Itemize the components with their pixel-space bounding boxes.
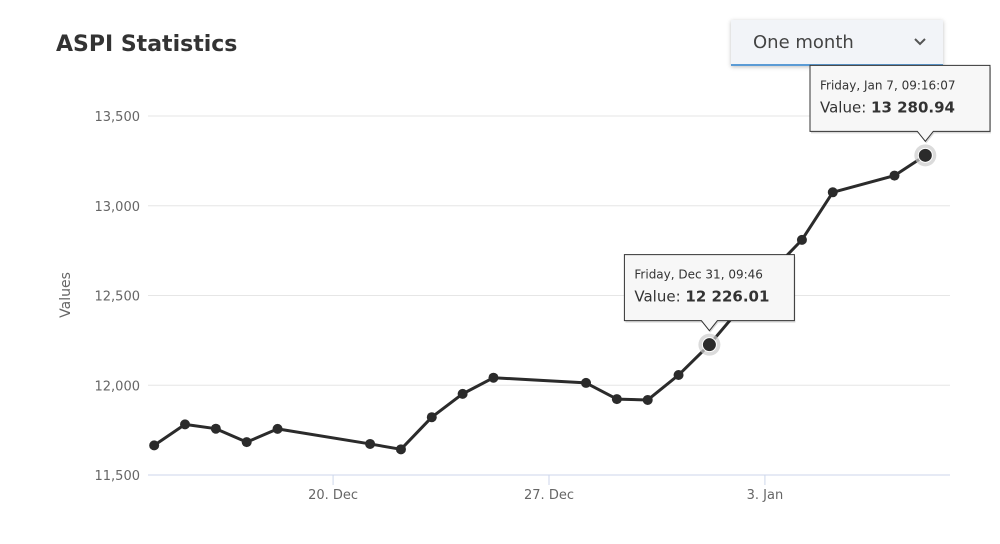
data-point-hovered[interactable]: [701, 337, 717, 353]
tooltip-value-number: 12 226.01: [685, 288, 769, 306]
tooltip-box: [623, 254, 795, 332]
tooltip-box: [809, 64, 991, 143]
data-point[interactable]: [457, 388, 468, 399]
tooltip: Friday, Dec 31, 09:46 Value: 12 226.01: [623, 254, 796, 333]
data-point[interactable]: [210, 423, 221, 434]
x-tick-label: 27. Dec: [524, 488, 574, 503]
data-point[interactable]: [796, 234, 807, 245]
tooltip-value-number: 13 280.94: [871, 98, 955, 116]
data-point[interactable]: [642, 394, 653, 405]
data-point-hovered[interactable]: [917, 147, 933, 163]
data-point[interactable]: [395, 444, 406, 455]
x-tick-label: 3. Jan: [747, 488, 784, 503]
y-tick-label: 12,000: [95, 379, 141, 394]
data-point[interactable]: [581, 377, 592, 388]
data-point[interactable]: [488, 372, 499, 383]
data-point[interactable]: [426, 412, 437, 423]
data-point[interactable]: [272, 423, 283, 434]
data-point[interactable]: [241, 437, 252, 448]
data-point[interactable]: [827, 187, 838, 198]
x-tick-label: 20. Dec: [308, 488, 358, 503]
data-point[interactable]: [365, 438, 376, 449]
chevron-down-icon: [914, 38, 926, 46]
series-line: [153, 343, 711, 451]
series-layer: [149, 144, 937, 455]
tooltip-value: Value: 13 280.94: [820, 98, 955, 116]
tooltip-value: Value: 12 226.01: [634, 288, 769, 306]
tooltip-date: Friday, Jan 7, 09:16:07: [820, 78, 955, 92]
tooltip: Friday, Jan 7, 09:16:07 Value: 13 280.94: [809, 64, 991, 144]
y-tick-label: 12,500: [95, 290, 141, 305]
data-point[interactable]: [149, 440, 160, 451]
gridlines: [148, 115, 950, 476]
x-axis-ticks: 20. Dec 27. Dec 3. Jan: [308, 475, 783, 503]
y-tick-label: 13,000: [95, 200, 141, 215]
data-point[interactable]: [673, 370, 684, 381]
y-axis-title: Values: [58, 272, 74, 318]
y-tick-label: 11,500: [95, 469, 141, 484]
y-tick-label: 13,500: [95, 110, 141, 125]
time-range-value: One month: [753, 31, 854, 53]
data-point[interactable]: [611, 394, 622, 405]
tooltip-date: Friday, Dec 31, 09:46: [634, 268, 763, 282]
y-axis-ticks: 11,500 12,000 12,500 13,000 13,500: [95, 110, 141, 484]
data-point[interactable]: [180, 419, 191, 430]
page-title: ASPI Statistics: [56, 32, 238, 57]
tooltip-value-label: Value:: [634, 288, 685, 306]
data-point[interactable]: [889, 170, 900, 181]
tooltip-value-label: Value:: [820, 98, 871, 116]
